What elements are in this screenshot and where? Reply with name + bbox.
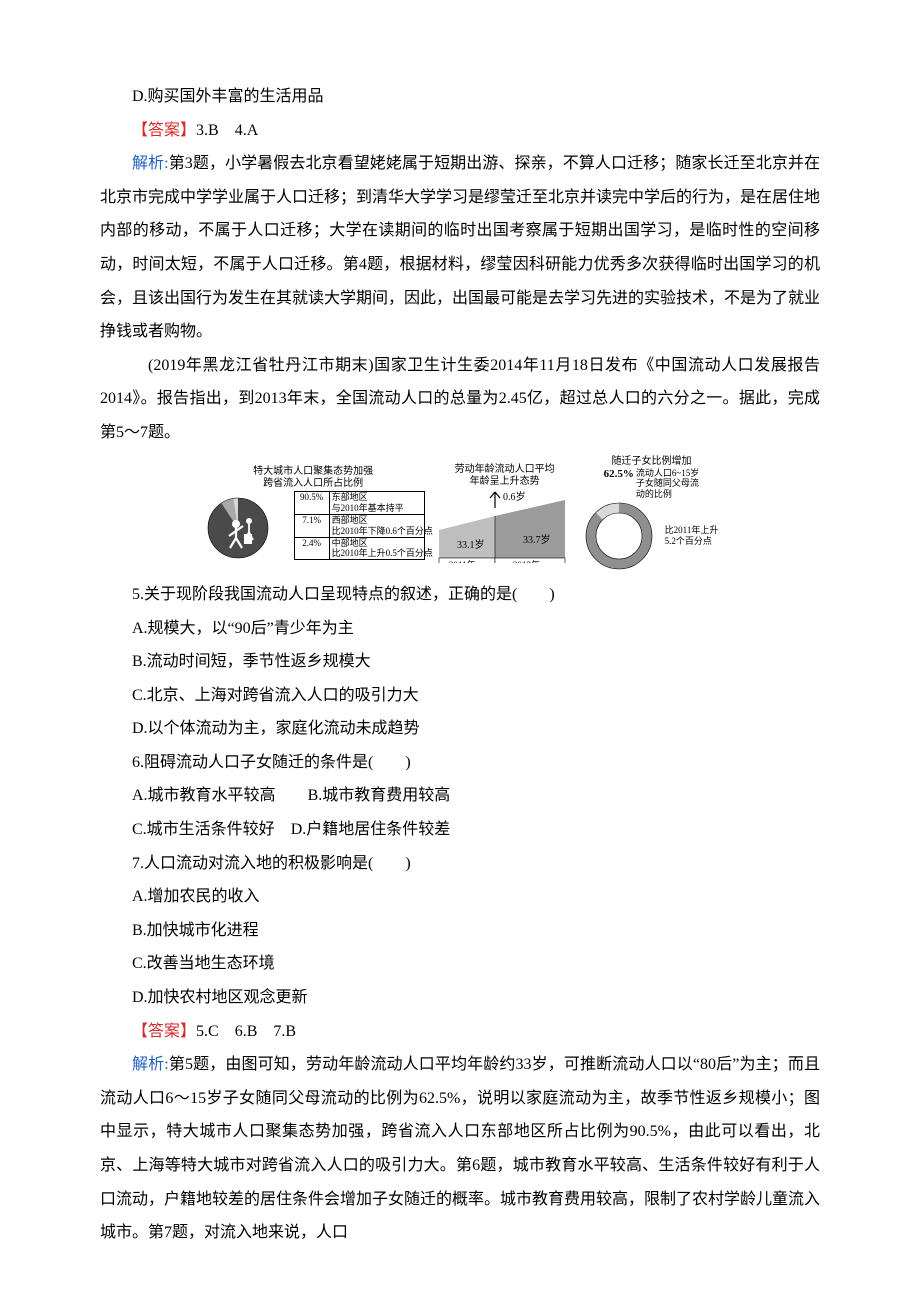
- panel2-left-val: 33.1岁: [457, 538, 485, 551]
- explanation-34: 解析:第3题，小学暑假去北京看望姥姥属于短期出游、探亲，不算人口迁移；随家长迁至…: [100, 147, 820, 349]
- donut-svg: [585, 500, 661, 572]
- row-west-label: 西部地区 比2010年下降0.6个百分点: [330, 515, 424, 537]
- panel1-title: 特大城市人口聚集态势加强 跨省流入人口所占比例: [253, 466, 373, 490]
- answer-567-text: 5.C 6.B 7.B: [196, 1023, 296, 1040]
- panel2-left-year: 2011年: [449, 559, 476, 563]
- row-central-pct: 2.4%: [295, 538, 330, 560]
- explanation-567: 解析:第5题，由图可知，劳动年龄流动人口平均年龄约33岁，可推断流动人口以“80…: [100, 1048, 820, 1250]
- document-page: D.购买国外丰富的生活用品 【答案】3.B 4.A 解析:第3题，小学暑假去北京…: [0, 0, 920, 1310]
- panel3-title: 随迁子女比例增加: [611, 456, 691, 468]
- q6-stem: 6.阻碍流动人口子女随迁的条件是( ): [100, 746, 820, 780]
- panel2-right-val: 33.7岁: [523, 533, 551, 546]
- panel3-main-label: 流动人口6~15岁 子女随同父母流 动的比例: [636, 468, 699, 500]
- answer-label: 【答案】: [132, 122, 196, 139]
- q6-b: B.城市教育费用较高: [308, 787, 451, 804]
- donut-chart: [585, 500, 661, 572]
- panel3-sub: 比2011年上升 5.2个百分点: [665, 525, 719, 547]
- figure-row: 特大城市人口聚集态势加强 跨省流入人口所占比例: [100, 456, 820, 572]
- donut-inner: [596, 513, 642, 559]
- figure-panel-3: 随迁子女比例增加 62.5% 流动人口6~15岁 子女随同父母流 动的比例: [585, 456, 719, 572]
- explanation-label-2: 解析:: [132, 1056, 169, 1073]
- area-left: [439, 516, 495, 558]
- q6-row2: C.城市生活条件较好 D.户籍地居住条件较差: [100, 813, 820, 847]
- q7-stem: 7.人口流动对流入地的积极影响是( ): [100, 847, 820, 881]
- q5-a: A.规模大，以“90后”青少年为主: [100, 612, 820, 646]
- panel2-delta: 0.6岁: [503, 490, 526, 503]
- panel2-right-year: 2013年: [513, 559, 540, 563]
- q6-d: D.户籍地居住条件较差: [291, 821, 451, 838]
- q6-c: C.城市生活条件较好: [132, 821, 275, 838]
- q5-d: D.以个体流动为主，家庭化流动未成趋势: [100, 712, 820, 746]
- panel3-pct: 62.5%: [604, 468, 634, 481]
- q5-c: C.北京、上海对跨省流入人口的吸引力大: [100, 679, 820, 713]
- row-central-label: 中部地区 比2010年上升0.5个百分点: [330, 538, 424, 560]
- arrow-up-icon: [490, 492, 500, 508]
- figure-panel-2: 劳动年龄流动人口平均 年龄呈上升态势 0.6岁 33.1岁 33.7岁 2011…: [435, 464, 575, 563]
- figure-panel-1: 特大城市人口聚集态势加强 跨省流入人口所占比例: [202, 466, 425, 562]
- panel1-table: 90.5% 东部地区 与2010年基本持平 7.1% 西部地区 比2010年下降…: [294, 491, 425, 560]
- panel2-title: 劳动年龄流动人口平均 年龄呈上升态势: [455, 464, 555, 488]
- explanation-34-text: 第3题，小学暑假去北京看望姥姥属于短期出游、探亲，不算人口迁移；随家长迁至北京并…: [100, 155, 820, 340]
- area-right: [495, 500, 565, 558]
- area-chart: 0.6岁 33.1岁 33.7岁 2011年 2013年: [435, 488, 575, 563]
- row-east-pct: 90.5%: [295, 492, 330, 514]
- q6-a: A.城市教育水平较高: [132, 787, 276, 804]
- q5-stem: 5.关于现阶段我国流动人口呈现特点的叙述，正确的是( ): [100, 578, 820, 612]
- person1-head: [232, 520, 240, 528]
- pie-svg: [202, 490, 292, 562]
- q4-option-d: D.购买国外丰富的生活用品: [100, 80, 820, 114]
- q5-b: B.流动时间短，季节性返乡规模大: [100, 645, 820, 679]
- donut-seg: [591, 508, 647, 564]
- explanation-label: 解析:: [132, 155, 169, 172]
- answer-34: 【答案】3.B 4.A: [100, 114, 820, 148]
- row-west-pct: 7.1%: [295, 515, 330, 537]
- q7-c: C.改善当地生态环境: [100, 947, 820, 981]
- passage-57: (2019年黑龙江省牡丹江市期末)国家卫生计生委2014年11月18日发布《中国…: [100, 349, 820, 450]
- row-east-label: 东部地区 与2010年基本持平: [330, 492, 424, 514]
- person2-head: [246, 518, 252, 524]
- answer-label-2: 【答案】: [132, 1023, 196, 1040]
- answer-34-text: 3.B 4.A: [196, 122, 258, 139]
- pie-chart: [202, 490, 292, 562]
- q7-b: B.加快城市化进程: [100, 914, 820, 948]
- q6-row1: A.城市教育水平较高 B.城市教育费用较高: [100, 779, 820, 813]
- q7-a: A.增加农民的收入: [100, 880, 820, 914]
- answer-567: 【答案】5.C 6.B 7.B: [100, 1015, 820, 1049]
- q7-d: D.加快农村地区观念更新: [100, 981, 820, 1015]
- explanation-567-text: 第5题，由图可知，劳动年龄流动人口平均年龄约33岁，可推断流动人口以“80后”为…: [100, 1056, 820, 1241]
